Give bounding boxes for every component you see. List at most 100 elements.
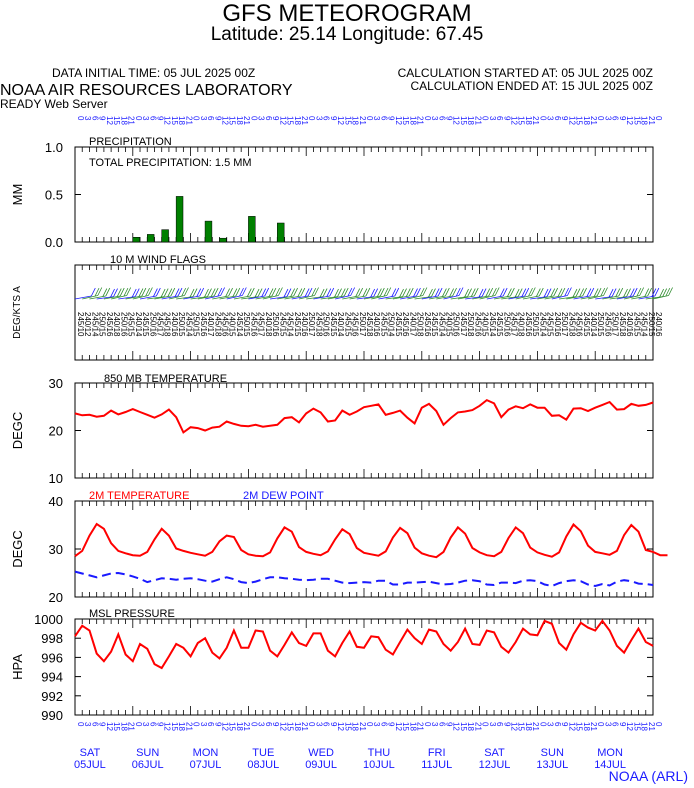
wind-barb-feather xyxy=(293,287,298,297)
bottom-hour-label: 12 xyxy=(221,722,230,731)
mslp-y-tick-label: 990 xyxy=(41,708,63,723)
bottom-hour-label: 18 xyxy=(524,722,533,731)
wind-speed-label: 250/16 xyxy=(452,312,461,337)
wind-barb-feather xyxy=(452,287,457,297)
top-hour-label: 21 xyxy=(242,116,251,125)
wind-barb-feather xyxy=(232,288,238,297)
wind-speed-label: 245/15 xyxy=(632,312,641,337)
bottom-hour-label: 15 xyxy=(228,722,237,731)
day-date-label: 10JUL xyxy=(363,759,395,771)
top-hour-label: 15 xyxy=(575,116,584,125)
wind-barb-feather xyxy=(286,288,292,297)
bottom-hour-label: 0 xyxy=(134,722,143,727)
top-hour-label: 21 xyxy=(358,116,367,125)
wind-speed-label: 240/16 xyxy=(553,312,562,337)
day-of-week-label: WED xyxy=(308,747,334,759)
wind-barb-feather xyxy=(437,287,443,297)
bottom-hour-label: 21 xyxy=(473,722,482,731)
day-of-week-label: THU xyxy=(368,747,391,759)
mslp-y-tick-label: 992 xyxy=(41,689,63,704)
day-date-label: 08JUL xyxy=(247,759,279,771)
wind-barb-feather xyxy=(217,287,223,297)
wind-barb-feather xyxy=(514,288,520,298)
wind-speed-label: 250/16 xyxy=(271,312,280,337)
top-hour-label: 15 xyxy=(112,116,121,125)
precip-total: TOTAL PRECIPITATION: 1.5 MM xyxy=(89,157,252,169)
bottom-hour-label: 21 xyxy=(589,722,598,731)
bottom-hour-label: 3 xyxy=(488,722,497,727)
wind-barb-feather xyxy=(283,288,289,298)
top-hour-label: 15 xyxy=(286,116,295,125)
t850-frame xyxy=(74,382,654,479)
top-hour-label: 15 xyxy=(343,116,352,125)
wind-title: 10 M WIND FLAGS xyxy=(110,254,206,266)
wind-speed-label: 245/16 xyxy=(423,312,432,337)
wind-speed-label: 245/17 xyxy=(155,312,164,337)
mslp-y-tick-label: 998 xyxy=(41,631,63,646)
bottom-hour-label: 3 xyxy=(603,722,612,727)
wind-speed-label: 240/18 xyxy=(112,312,121,337)
t2m-y-tick-label: 20 xyxy=(49,590,63,605)
top-hour-label: 0 xyxy=(654,116,663,121)
wind-barb-feather xyxy=(119,287,125,297)
wind-speed-label: 250/18 xyxy=(466,312,475,337)
top-hour-label: 15 xyxy=(401,116,410,125)
wind-barb-feather xyxy=(567,287,572,296)
wind-speed-label: 245/14 xyxy=(640,312,649,337)
bottom-hour-label: 3 xyxy=(141,722,150,727)
wind-speed-label: 245/14 xyxy=(488,312,497,337)
top-hour-label: 3 xyxy=(199,116,208,121)
bottom-hour-label: 21 xyxy=(358,722,367,731)
wind-barb-feather xyxy=(110,288,115,298)
wind-barb-feather xyxy=(553,287,559,297)
wind-barb-feather xyxy=(582,287,587,297)
bottom-hour-label: 15 xyxy=(459,722,468,731)
bottom-hour-label: 15 xyxy=(575,722,584,731)
bottom-hour-label: 3 xyxy=(257,722,266,727)
wind-speed-label: 245/18 xyxy=(163,312,172,337)
wind-barb-feather xyxy=(153,288,158,297)
wind-barb-feather xyxy=(268,288,274,297)
wind-speed-label: 245/17 xyxy=(459,312,468,337)
precip-bar xyxy=(147,234,155,243)
dewpoint-title: 2M DEW POINT xyxy=(243,490,324,502)
bottom-hour-label: 15 xyxy=(343,722,352,731)
wind-barb-feather xyxy=(134,288,140,297)
wind-barb-feather xyxy=(196,288,202,297)
wind-barb-feather xyxy=(530,287,536,296)
calc-ended: CALCULATION ENDED AT: 15 JUL 2025 00Z xyxy=(410,79,653,93)
wind-barb-feather xyxy=(550,288,556,297)
wind-speed-label: 245/14 xyxy=(538,312,547,337)
wind-barb-feather xyxy=(455,287,461,297)
wind-barb-feather xyxy=(241,287,247,296)
t2m-y-tick-label: 40 xyxy=(49,494,63,509)
top-hour-label: 9 xyxy=(444,116,453,121)
precip-bar xyxy=(132,237,140,243)
top-hour-label: 21 xyxy=(589,116,598,125)
wind-barb-feather xyxy=(564,287,569,297)
bottom-hour-label: 18 xyxy=(119,722,128,731)
wind-barb-feather xyxy=(174,288,180,297)
wind-barb-feather xyxy=(579,288,585,297)
t850-series-line xyxy=(74,398,654,434)
wind-barb-feather xyxy=(307,287,313,297)
wind-barb-feather xyxy=(405,288,411,297)
bottom-hour-label: 6 xyxy=(437,722,446,727)
wind-speed-label: 245/16 xyxy=(473,312,482,337)
wind-barb-feather xyxy=(123,287,129,297)
wind-speed-label: 250/18 xyxy=(416,312,425,337)
wind-speed-label: 250/16 xyxy=(119,312,128,337)
wind-barb-feather xyxy=(340,288,346,297)
day-date-label: 14JUL xyxy=(594,759,626,771)
top-hour-label: 0 xyxy=(481,116,490,121)
wind-barb-feather xyxy=(249,287,255,297)
wind-barb-feather xyxy=(170,287,176,297)
wind-barb-feather xyxy=(413,288,418,297)
wind-barb-feather xyxy=(662,288,668,297)
bottom-hour-label: 12 xyxy=(105,722,114,731)
wind-barb-feather xyxy=(271,287,277,297)
bottom-hour-label: 21 xyxy=(300,722,309,731)
wind-barb-feather xyxy=(297,288,303,297)
wind-speed-label: 245/15 xyxy=(495,312,504,337)
